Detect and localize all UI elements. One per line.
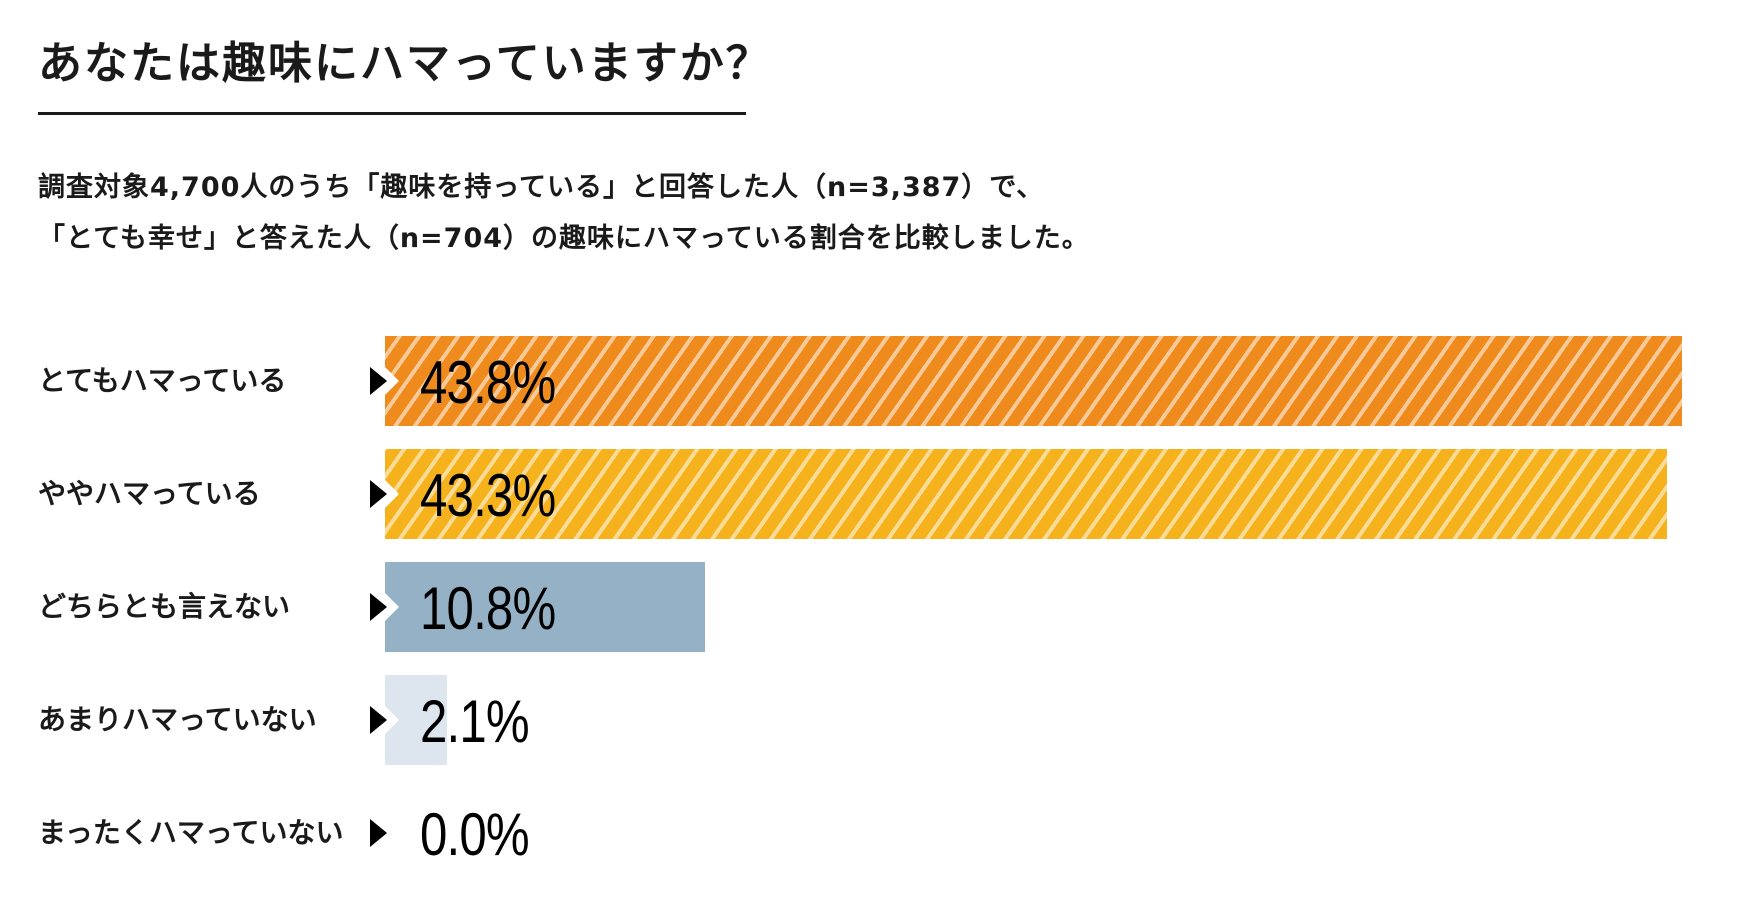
category-label: ややハマっている <box>38 477 261 510</box>
chart-row: とてもハマっている 43.8% <box>0 336 1755 426</box>
title-underline <box>38 112 746 115</box>
triangle-pointer-icon <box>370 819 387 847</box>
chart-row: まったくハマっていない 0.0% <box>0 788 1755 878</box>
triangle-pointer-icon <box>370 480 387 508</box>
chart-row: ややハマっている 43.3% <box>0 449 1755 539</box>
chart-row: どちらとも言えない 10.8% <box>0 562 1755 652</box>
description: 調査対象4,700人のうち「趣味を持っている」と回答した人（n=3,387）で、… <box>38 162 1090 264</box>
triangle-pointer-icon <box>370 367 387 395</box>
triangle-pointer-icon <box>370 706 387 734</box>
description-line-2: 「とても幸せ」と答えた人（n=704）の趣味にハマっている割合を比較しました。 <box>38 223 1090 254</box>
value-label: 43.3% <box>420 462 556 529</box>
bar <box>385 336 1682 426</box>
bar-notch <box>385 367 399 395</box>
bar <box>385 562 705 652</box>
triangle-pointer-icon <box>370 593 387 621</box>
category-label: どちらとも言えない <box>38 590 291 623</box>
description-line-1: 調査対象4,700人のうち「趣味を持っている」と回答した人（n=3,387）で、 <box>38 172 1045 203</box>
bar-notch <box>385 706 399 734</box>
value-label: 0.0% <box>420 801 530 868</box>
value-label: 2.1% <box>420 688 530 755</box>
category-label: まったくハマっていない <box>38 816 344 849</box>
chart-row: あまりハマっていない 2.1% <box>0 675 1755 765</box>
category-label: あまりハマっていない <box>38 703 317 736</box>
category-label: とてもハマっている <box>38 364 287 397</box>
bar-notch <box>385 593 399 621</box>
value-label: 43.8% <box>420 349 556 416</box>
value-label: 10.8% <box>420 575 556 642</box>
page-title: あなたは趣味にハマっていますか？ <box>38 38 772 89</box>
bar-notch <box>385 480 399 508</box>
bar <box>385 449 1667 539</box>
